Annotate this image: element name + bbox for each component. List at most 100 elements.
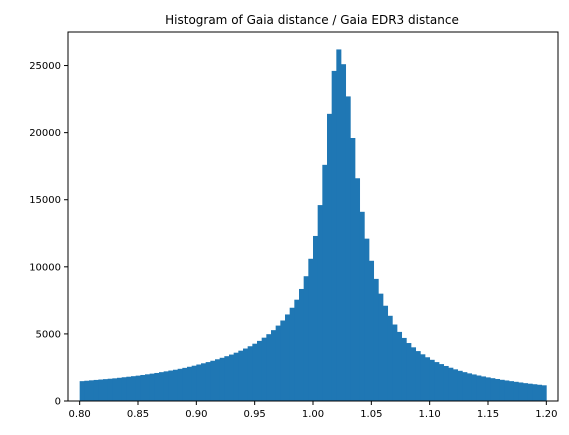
x-tick-label: 0.80: [69, 409, 91, 420]
histogram-bar: [84, 380, 90, 401]
histogram-bar: [140, 374, 146, 401]
histogram-bar: [518, 382, 524, 401]
histogram-bar: [163, 371, 169, 401]
histogram-bar: [373, 278, 379, 401]
histogram-bar: [266, 334, 272, 401]
histogram-bar: [285, 314, 291, 401]
x-tick-label: 0.85: [127, 409, 149, 420]
histogram-bar: [317, 205, 323, 401]
x-tick-label: 1.15: [477, 409, 499, 420]
histogram-bar: [383, 305, 389, 401]
x-tick-label: 1.05: [360, 409, 382, 420]
y-tick-label: 25000: [29, 61, 61, 72]
histogram-bar: [425, 357, 431, 401]
x-tick-label: 0.90: [185, 409, 207, 420]
histogram-bar: [201, 363, 207, 401]
histogram-bar: [79, 381, 85, 401]
histogram-bar: [261, 337, 267, 401]
histogram-bar: [471, 374, 477, 401]
x-axis-ticks: 0.80 0.85 0.90 0.95 1.00 1.05 1.10 1.15 1.20: [69, 401, 557, 420]
histogram-bar: [215, 359, 221, 401]
histogram-bar: [462, 372, 468, 401]
histogram-bar: [145, 374, 151, 401]
histogram-bar: [401, 337, 407, 401]
y-tick-label: 0: [55, 397, 61, 408]
histogram-bar: [121, 377, 127, 401]
histogram-bar: [355, 178, 361, 401]
histogram-bar: [513, 381, 519, 401]
histogram-bar: [168, 370, 174, 401]
histogram-bar: [350, 138, 356, 401]
histogram-bar: [341, 64, 347, 401]
histogram-bar: [397, 331, 403, 401]
histogram-bar: [523, 383, 529, 401]
histogram-bar: [322, 164, 328, 401]
histogram-bar: [476, 375, 482, 401]
histogram-bar: [177, 368, 183, 401]
histogram-bar: [537, 384, 543, 401]
histogram-bars: [79, 49, 547, 401]
histogram-bar: [93, 379, 99, 401]
y-axis-ticks: 0 5000 10000 15000 20000 25000: [29, 61, 68, 408]
histogram-bar: [98, 379, 104, 401]
histogram-bar: [238, 350, 244, 401]
histogram-bar: [532, 384, 538, 401]
histogram-bar: [135, 375, 141, 401]
histogram-bar: [457, 370, 463, 401]
histogram-bar: [196, 364, 202, 401]
histogram-bar: [467, 373, 473, 401]
histogram-bar: [89, 380, 95, 401]
histogram-bar: [327, 113, 333, 401]
histogram-bar: [112, 378, 118, 401]
histogram-bar: [439, 364, 445, 401]
histogram-bar: [313, 235, 319, 401]
histogram-bar: [481, 376, 487, 401]
histogram-bar: [415, 351, 421, 401]
histogram-bar: [210, 360, 216, 401]
histogram-bar: [271, 330, 277, 401]
histogram-bar: [369, 260, 375, 401]
histogram-bar: [509, 381, 515, 401]
histogram-bar: [527, 383, 533, 401]
histogram-bar: [434, 362, 440, 401]
histogram-bar: [229, 354, 235, 401]
histogram-bar: [117, 377, 123, 401]
histogram-bar: [154, 372, 160, 401]
histogram-bar: [303, 276, 309, 401]
histogram-bar: [331, 70, 337, 401]
chart-title: Histogram of Gaia distance / Gaia EDR3 d…: [165, 13, 459, 27]
x-tick-label: 0.95: [244, 409, 266, 420]
y-tick-label: 15000: [29, 195, 61, 206]
histogram-bar: [443, 365, 449, 401]
histogram-bar: [182, 367, 188, 401]
y-tick-label: 10000: [29, 262, 61, 273]
histogram-bar: [187, 366, 193, 401]
histogram-bar: [453, 369, 459, 401]
histogram-bar: [364, 238, 370, 401]
x-tick-label: 1.20: [535, 409, 557, 420]
histogram-bar: [131, 376, 137, 401]
histogram-bar: [392, 324, 398, 401]
y-tick-label: 20000: [29, 128, 61, 139]
histogram-bar: [289, 307, 295, 401]
x-tick-label: 1.00: [302, 409, 324, 420]
histogram-bar: [294, 299, 300, 401]
histogram-bar: [247, 346, 253, 401]
histogram-bar: [411, 347, 417, 401]
histogram-bar: [233, 352, 239, 401]
histogram-bar: [280, 320, 286, 401]
histogram-bar: [490, 378, 496, 401]
histogram-bar: [387, 315, 393, 401]
histogram-bar: [275, 325, 281, 401]
histogram-bar: [191, 365, 197, 401]
x-tick-label: 1.10: [419, 409, 441, 420]
histogram-bar: [499, 379, 505, 401]
histogram-bar: [159, 372, 165, 401]
histogram-bar: [504, 380, 510, 401]
histogram-bar: [252, 343, 258, 401]
histogram-bar: [541, 385, 547, 401]
histogram-bar: [495, 378, 501, 401]
histogram-bar: [345, 96, 351, 401]
histogram-bar: [299, 288, 305, 401]
